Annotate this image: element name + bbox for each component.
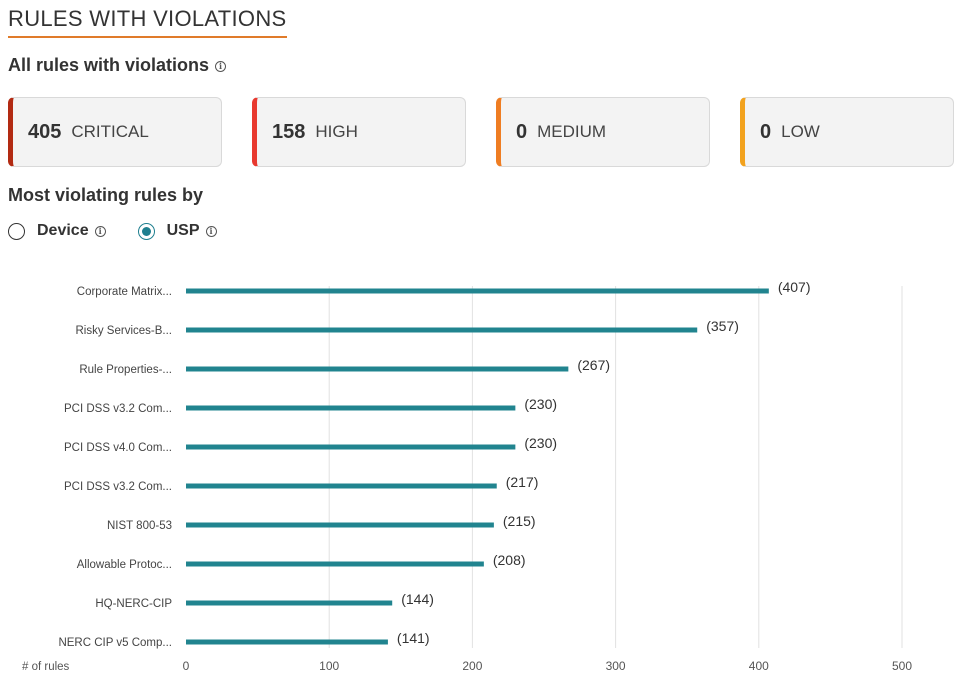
x-tick-label: 0 [183, 659, 190, 673]
x-tick-label: 300 [606, 659, 626, 673]
radio-usp-circle[interactable] [137, 222, 155, 240]
critical-count: 405 [28, 120, 62, 143]
critical-label: CRITICAL [71, 122, 149, 141]
x-tick-label: 400 [749, 659, 769, 673]
bar-value-label: (144) [401, 591, 434, 607]
category-label: Risky Services-B... [76, 325, 173, 337]
severity-cards: 405 CRITICAL 158 HIGH 0 MEDIUM 0 LOW [8, 97, 954, 167]
info-icon[interactable]: i [94, 225, 106, 237]
bar-value-label: (230) [524, 435, 557, 451]
category-label: NIST 800-53 [107, 520, 172, 532]
bar [186, 600, 393, 606]
bar-value-label: (230) [524, 396, 557, 412]
bar-value-label: (407) [778, 279, 811, 295]
low-label: LOW [781, 122, 820, 141]
bar [186, 639, 388, 645]
high-count: 158 [272, 120, 306, 143]
severity-card-high[interactable]: 158 HIGH [252, 97, 466, 167]
bar [186, 405, 516, 411]
category-label: Corporate Matrix... [77, 286, 172, 298]
page-title: RULES WITH VIOLATIONS [8, 6, 287, 38]
high-label: HIGH [315, 122, 358, 141]
violating-rules-chart: 0 100 200 300 400 500 # of rules Corporate Matr… [22, 279, 912, 673]
x-tick-label: 200 [462, 659, 482, 673]
category-label: HQ-NERC-CIP [95, 598, 172, 610]
severity-card-low[interactable]: 0 LOW [740, 97, 954, 167]
info-icon[interactable]: i [205, 225, 217, 237]
radio-usp[interactable]: USP i [137, 222, 217, 240]
bar-value-label: (217) [506, 474, 539, 490]
summary-heading: All rules with violations i [8, 55, 227, 76]
summary-title: All rules with violations [8, 55, 210, 75]
category-label: PCI DSS v3.2 Com... [64, 481, 172, 493]
low-count: 0 [760, 120, 772, 143]
category-label: NERC CIP v5 Comp... [58, 637, 172, 649]
category-label: PCI DSS v4.0 Com... [64, 442, 172, 454]
x-axis-title: # of rules [22, 661, 70, 673]
info-icon[interactable]: i [215, 60, 227, 72]
bar [186, 522, 494, 528]
radio-device-label: Device [37, 222, 89, 239]
bar [186, 561, 484, 567]
radio-device-circle[interactable] [8, 222, 25, 240]
bar [186, 444, 516, 450]
radio-usp-label: USP [166, 222, 200, 239]
radio-device[interactable]: Device i [8, 222, 106, 240]
category-label: PCI DSS v3.2 Com... [64, 403, 172, 415]
x-tick-label: 500 [892, 659, 912, 673]
bar-value-label: (357) [706, 318, 739, 334]
medium-label: MEDIUM [537, 122, 607, 141]
bar-value-label: (208) [493, 552, 526, 568]
bar [186, 366, 569, 372]
breakdown-radio-group: Device i USP i [8, 222, 249, 240]
bar [186, 327, 698, 333]
medium-count: 0 [516, 120, 528, 143]
bar-value-label: (141) [397, 630, 430, 646]
category-label: Rule Properties-... [79, 364, 172, 376]
severity-card-critical[interactable]: 405 CRITICAL [8, 97, 222, 167]
bar-value-label: (215) [503, 513, 536, 529]
category-label: Allowable Protoc... [77, 559, 172, 571]
bar-value-label: (267) [577, 357, 610, 373]
bar [186, 288, 769, 294]
x-tick-label: 100 [319, 659, 339, 673]
breakdown-title: Most violating rules by [8, 185, 204, 205]
bar [186, 483, 497, 489]
severity-card-medium[interactable]: 0 MEDIUM [496, 97, 710, 167]
